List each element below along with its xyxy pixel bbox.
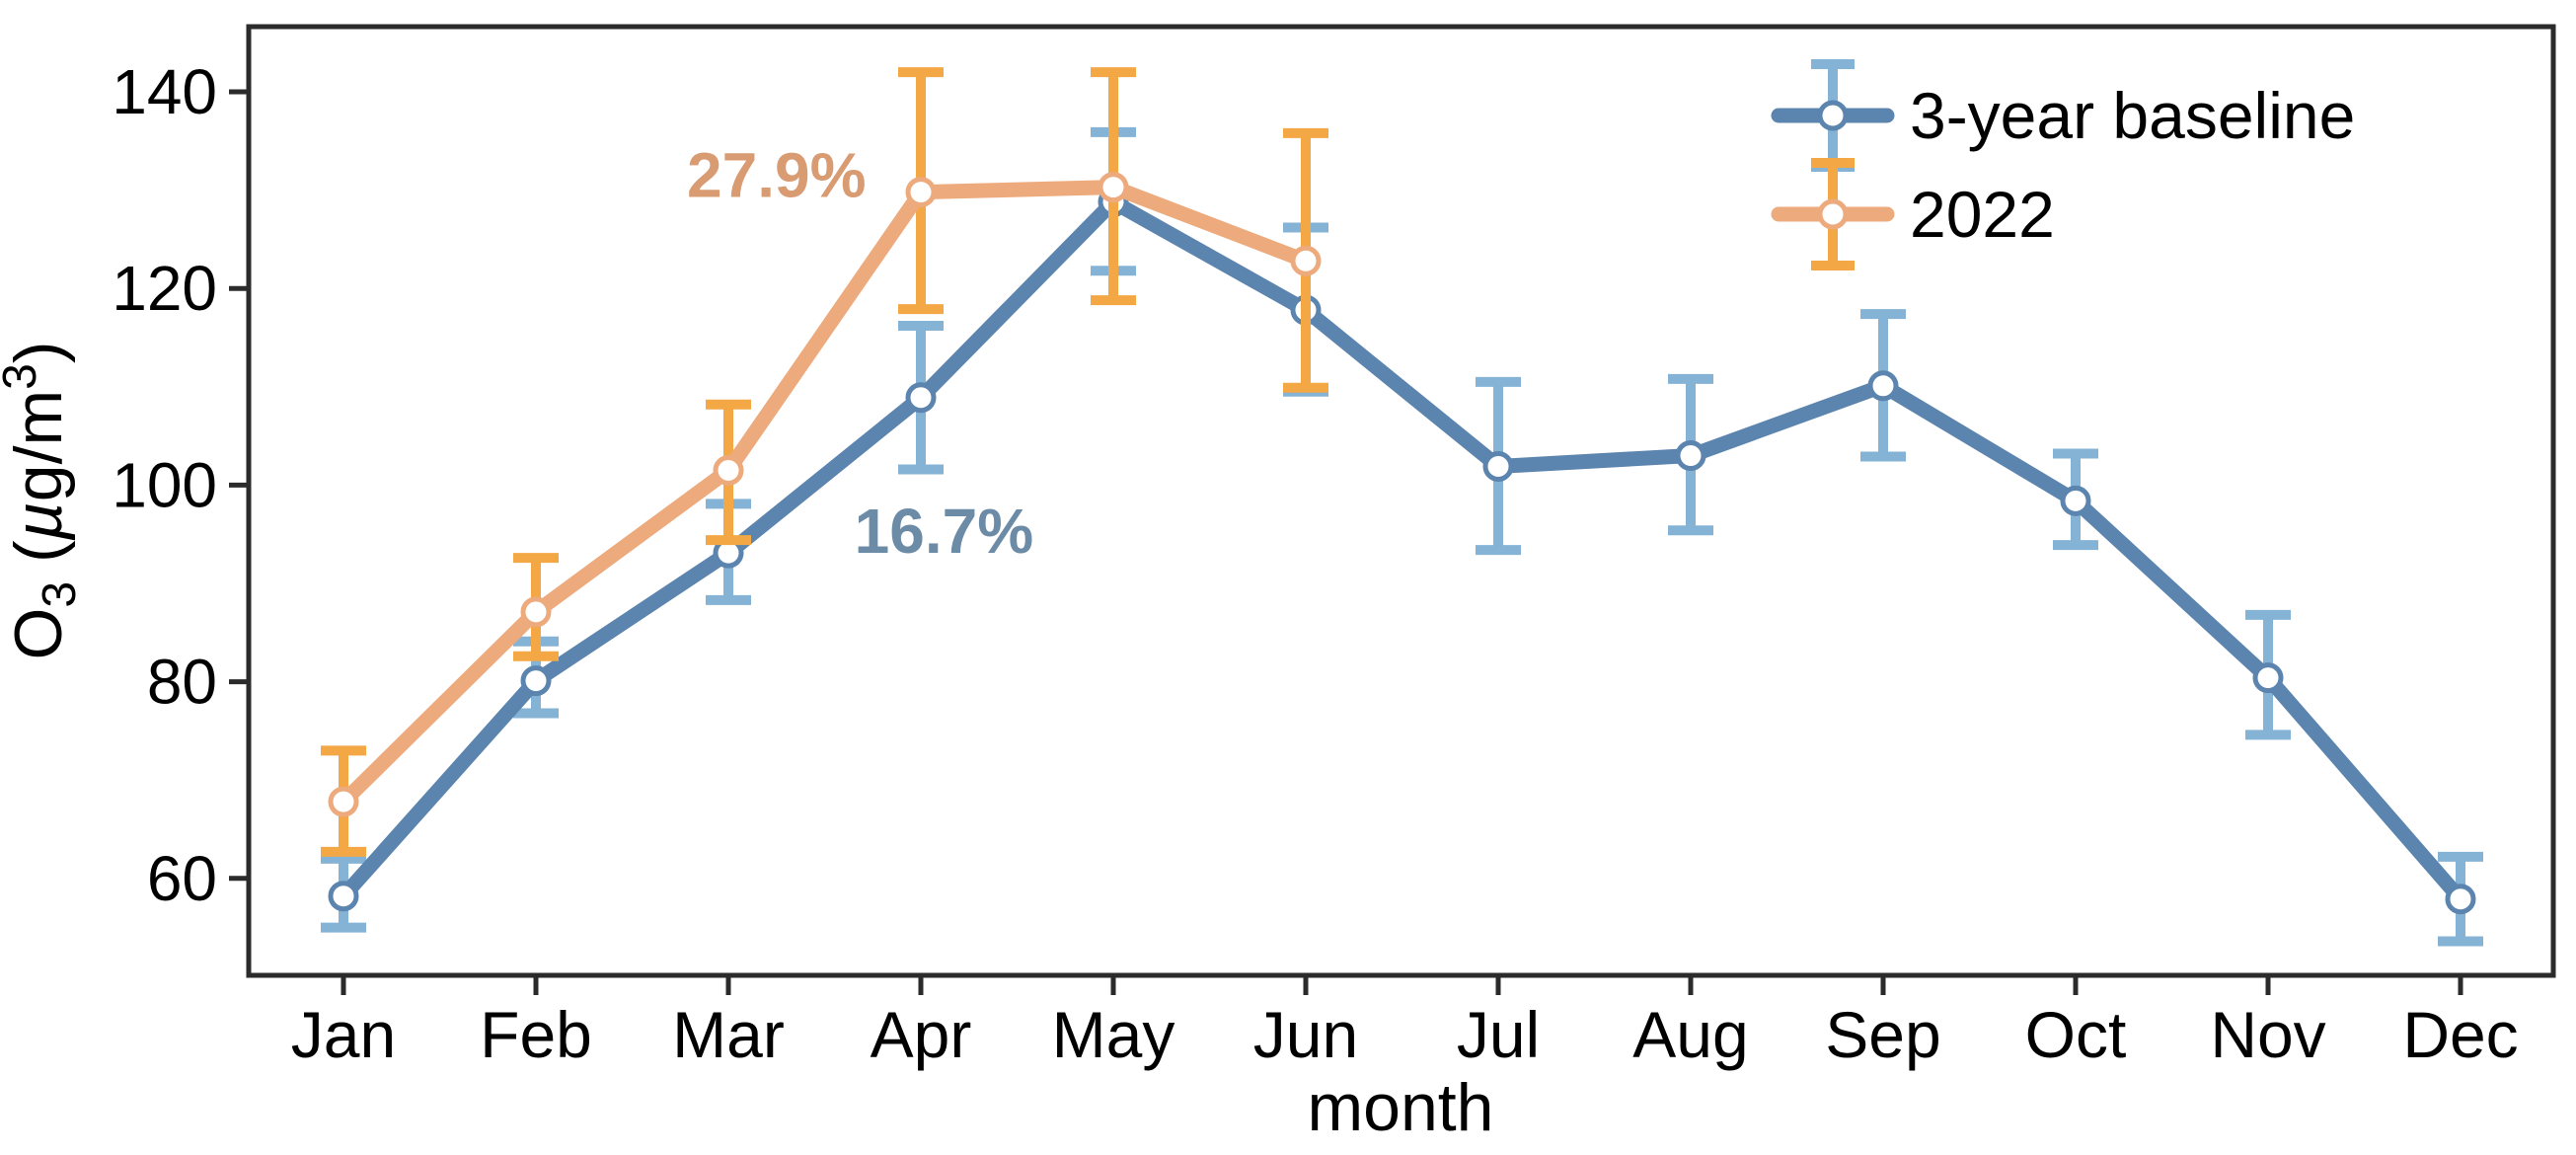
- data-point-marker: [713, 454, 744, 486]
- x-tick-label: Jul: [1457, 998, 1540, 1071]
- legend-entry-2022: 2022: [1771, 158, 2055, 270]
- data-point-marker: [1867, 370, 1899, 402]
- legend-label: 3-year baseline: [1910, 79, 2355, 152]
- series-line: [336, 180, 1314, 809]
- data-point-marker: [2060, 485, 2091, 516]
- x-tick-label: May: [1052, 998, 1175, 1071]
- data-point-marker: [520, 665, 552, 697]
- annotation-27.9%: 27.9%: [687, 140, 866, 211]
- data-point-marker: [328, 786, 359, 817]
- legend: 3-year baseline 2022: [1771, 59, 2355, 270]
- plot-border: [246, 24, 2556, 978]
- legend-label: 2022: [1910, 178, 2055, 251]
- legend-marker: [1817, 198, 1849, 230]
- y-axis-title: O3 (µg/m3): [0, 341, 86, 659]
- x-tick-label: Jun: [1253, 998, 1358, 1071]
- y-tick-label: 60: [147, 843, 217, 914]
- series-line: [336, 194, 2468, 907]
- x-tick-label: Sep: [1825, 998, 1940, 1071]
- x-tick-label: Nov: [2210, 998, 2325, 1071]
- legend-marker: [1817, 100, 1849, 131]
- x-tick-label: Dec: [2402, 998, 2518, 1071]
- x-axis-title: month: [1308, 1070, 1494, 1145]
- y-tick-label: 140: [112, 56, 217, 127]
- data-point-marker: [1482, 450, 1514, 482]
- data-point-marker: [2252, 662, 2284, 694]
- y-tick-label: 80: [147, 647, 217, 718]
- data-point-marker: [328, 881, 359, 912]
- data-point-marker: [520, 596, 552, 628]
- x-tick-label: Oct: [2025, 998, 2127, 1071]
- x-tick-label: Mar: [672, 998, 785, 1071]
- data-point-marker: [905, 382, 937, 414]
- x-axis: Jan Feb Mar Apr May Jun Jul Aug Sep Oct Nov Dec: [291, 975, 2519, 1071]
- x-tick-label: Aug: [1632, 998, 1748, 1071]
- y-tick-label: 120: [112, 253, 217, 324]
- data-point-marker: [905, 177, 937, 208]
- y-tick-label: 100: [112, 449, 217, 520]
- x-tick-label: Jan: [291, 998, 396, 1071]
- series-baseline: [321, 126, 2483, 947]
- data-point-marker: [1098, 172, 1129, 203]
- series-2022: [321, 67, 1328, 857]
- data-point-marker: [1675, 440, 1706, 472]
- data-point-marker: [1290, 245, 1322, 276]
- y-axis: 60 80 100 120 140: [112, 56, 249, 914]
- x-tick-label: Feb: [480, 998, 592, 1071]
- x-tick-label: Apr: [871, 998, 972, 1071]
- data-point-marker: [2445, 884, 2476, 915]
- annotation-16.7%: 16.7%: [855, 496, 1033, 567]
